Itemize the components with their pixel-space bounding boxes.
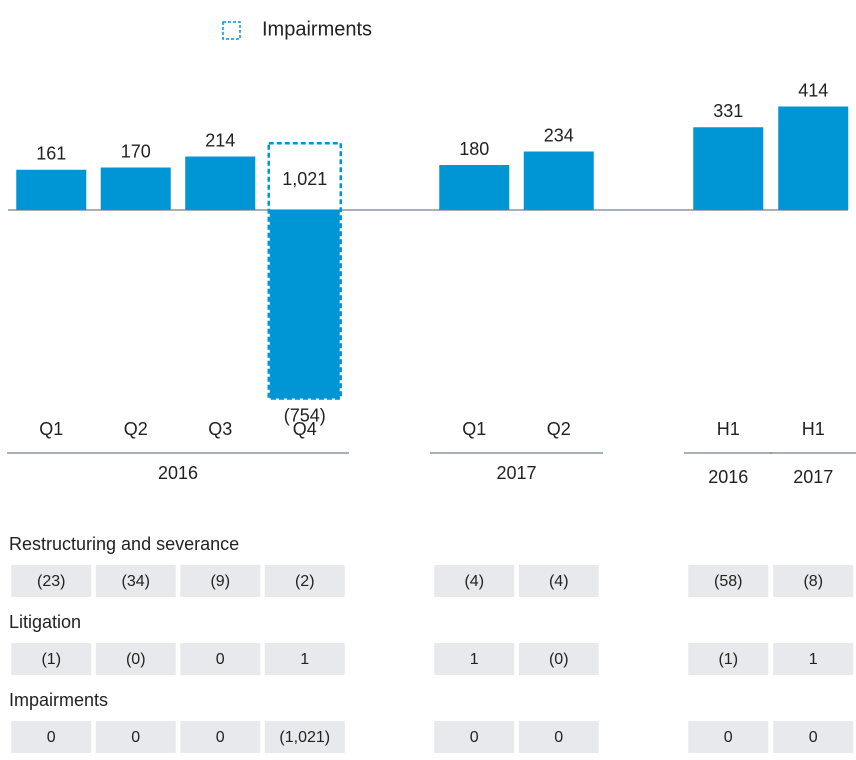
cell-bg xyxy=(11,643,92,675)
bar xyxy=(778,106,849,210)
cell: (8) xyxy=(803,573,823,590)
cell-bg xyxy=(688,643,769,675)
group-label: 2017 xyxy=(793,467,833,487)
cell: (1) xyxy=(718,651,738,668)
cell-bg xyxy=(180,721,261,753)
cell: 0 xyxy=(554,729,563,746)
cell-bg xyxy=(180,643,261,675)
group-label: 2017 xyxy=(496,463,536,483)
x-tick-label: H1 xyxy=(717,419,740,439)
impairment-box xyxy=(267,142,342,400)
cell: 0 xyxy=(47,729,56,746)
bar xyxy=(693,127,764,210)
x-tick-label: H1 xyxy=(802,419,825,439)
value-label: 331 xyxy=(713,101,743,121)
cell: (0) xyxy=(126,651,146,668)
bar xyxy=(269,210,340,399)
cell: (34) xyxy=(122,573,150,590)
cell-bg xyxy=(11,721,92,753)
value-label: 161 xyxy=(36,144,66,164)
cell-bg xyxy=(11,565,92,597)
legend-label: Impairments xyxy=(262,18,372,40)
cell-bg xyxy=(264,721,345,753)
cell: 0 xyxy=(131,729,140,746)
cell: 1 xyxy=(809,651,818,668)
value-label: 170 xyxy=(121,141,151,161)
cell-bg xyxy=(434,565,515,597)
bar xyxy=(523,151,594,210)
overlay-label: 1,021 xyxy=(282,169,327,189)
cell: 0 xyxy=(809,729,818,746)
cell-bg xyxy=(264,643,345,675)
cell-bg xyxy=(518,565,599,597)
bar xyxy=(185,156,256,210)
cell-bg xyxy=(95,643,176,675)
value-label: 180 xyxy=(459,139,489,159)
cell-bg xyxy=(773,721,854,753)
bar xyxy=(16,169,87,210)
cell: 0 xyxy=(216,729,225,746)
row-label: Restructuring and severance xyxy=(9,534,239,554)
cell: (1) xyxy=(41,651,61,668)
group-label: 2016 xyxy=(158,463,198,483)
cell-bg xyxy=(518,721,599,753)
cell: 0 xyxy=(470,729,479,746)
cell: 1 xyxy=(300,651,309,668)
cell: (58) xyxy=(714,573,742,590)
x-tick-label: Q2 xyxy=(547,419,571,439)
cell-bg xyxy=(434,643,515,675)
cell: (1,021) xyxy=(279,729,330,746)
cell-bg xyxy=(180,565,261,597)
cell: (4) xyxy=(549,573,569,590)
x-tick-label: Q1 xyxy=(462,419,486,439)
cell-bg xyxy=(264,565,345,597)
group-label: 2016 xyxy=(708,467,748,487)
bar xyxy=(100,167,171,210)
cell-bg xyxy=(95,565,176,597)
cell-bg xyxy=(434,721,515,753)
value-label: 234 xyxy=(544,125,574,145)
cell-bg xyxy=(773,565,854,597)
row-label: Litigation xyxy=(9,612,81,632)
cell-bg xyxy=(688,721,769,753)
cell: 1 xyxy=(470,651,479,668)
cell-bg xyxy=(773,643,854,675)
cell: (9) xyxy=(210,573,230,590)
value-label: (754) xyxy=(284,405,326,425)
row-label: Impairments xyxy=(9,690,108,710)
cell-bg xyxy=(688,565,769,597)
cell: 0 xyxy=(724,729,733,746)
cell: (4) xyxy=(464,573,484,590)
x-tick-label: Q4 xyxy=(293,419,317,439)
x-tick-label: Q2 xyxy=(124,419,148,439)
x-tick-label: Q3 xyxy=(208,419,232,439)
cell-bg xyxy=(95,721,176,753)
cell: (2) xyxy=(295,573,315,590)
value-label: 214 xyxy=(205,130,235,150)
value-label: 414 xyxy=(798,80,828,100)
cell: (23) xyxy=(37,573,65,590)
bar xyxy=(439,165,510,210)
legend-swatch xyxy=(222,21,241,40)
cell: (0) xyxy=(549,651,569,668)
cell-bg xyxy=(518,643,599,675)
cell: 0 xyxy=(216,651,225,668)
x-tick-label: Q1 xyxy=(39,419,63,439)
